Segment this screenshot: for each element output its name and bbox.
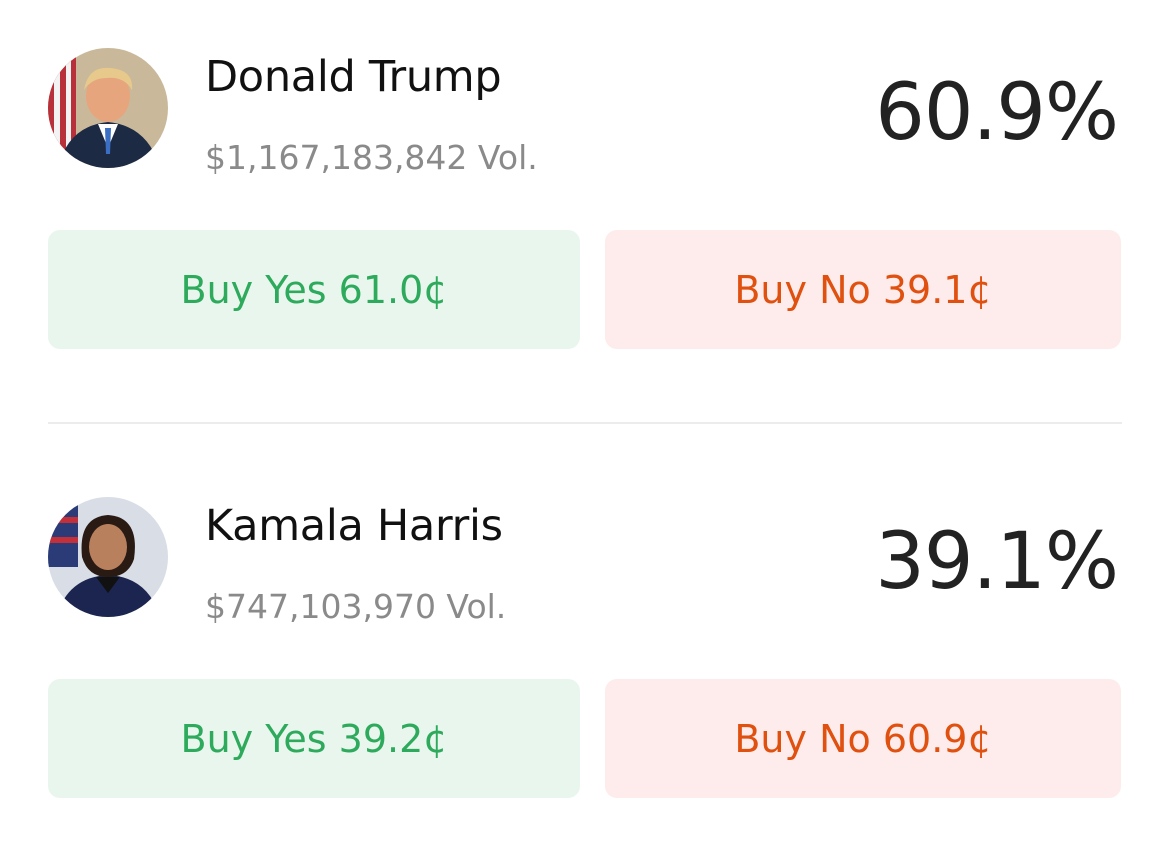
candidate-row: Kamala Harris $747,103,970 Vol. 39.1% Bu… bbox=[0, 449, 1170, 809]
probability: 39.1% bbox=[875, 517, 1119, 607]
buy-yes-button[interactable]: Buy Yes 39.2¢ bbox=[48, 679, 580, 798]
candidate-name: Kamala Harris bbox=[205, 501, 503, 551]
candidate-row: Donald Trump $1,167,183,842 Vol. 60.9% B… bbox=[0, 0, 1170, 360]
probability: 60.9% bbox=[875, 68, 1119, 158]
volume: $747,103,970 Vol. bbox=[205, 587, 507, 626]
buy-no-button[interactable]: Buy No 39.1¢ bbox=[605, 230, 1121, 349]
buy-no-button[interactable]: Buy No 60.9¢ bbox=[605, 679, 1121, 798]
volume: $1,167,183,842 Vol. bbox=[205, 138, 538, 177]
divider bbox=[48, 422, 1122, 424]
buy-yes-button[interactable]: Buy Yes 61.0¢ bbox=[48, 230, 580, 349]
candidate-name: Donald Trump bbox=[205, 52, 502, 102]
avatar bbox=[48, 497, 168, 617]
avatar bbox=[48, 48, 168, 168]
